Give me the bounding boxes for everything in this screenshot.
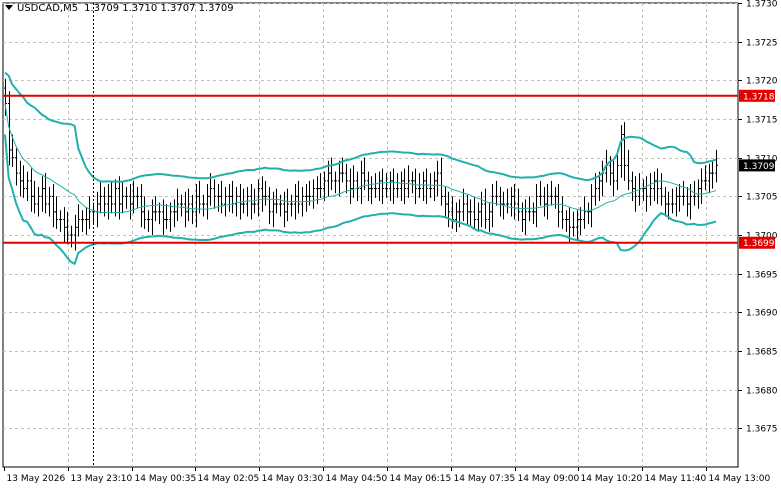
- price-level-label: 1.3718: [743, 92, 775, 102]
- time-axis-label: 14 May 13:00: [709, 474, 771, 484]
- price-axis-label: 1.3690: [746, 309, 778, 319]
- price-axis-label: 1.3725: [746, 39, 778, 49]
- time-axis-label: 14 May 00:35: [135, 474, 197, 484]
- price-axis-label: 1.3685: [746, 348, 778, 358]
- symbol-label: USDCAD,M5: [17, 3, 79, 14]
- price-axis-label: 1.3700: [746, 232, 778, 242]
- price-axis-label: 1.3715: [746, 116, 778, 126]
- time-axis-label: 14 May 02:05: [198, 474, 260, 484]
- time-axis-label: 13 May 23:10: [71, 474, 133, 484]
- time-axis-label: 14 May 03:30: [262, 474, 324, 484]
- ohlc-close: 1.3709: [198, 3, 234, 14]
- ohlc-high: 1.3710: [122, 3, 158, 14]
- price-level-label: 1.3699: [743, 239, 775, 249]
- time-axis-label: 14 May 06:15: [390, 474, 452, 484]
- ohlc-open: 1.3709: [84, 3, 120, 14]
- price-axis-label: 1.3680: [746, 387, 778, 397]
- time-axis-label: 13 May 2026: [7, 474, 66, 484]
- current-price-label: 1.3709: [743, 162, 775, 172]
- price-axis-label: 1.3675: [746, 425, 778, 435]
- price-axis-label: 1.3720: [746, 77, 778, 87]
- middle-band-line: [4, 103, 717, 214]
- time-axis-label: 14 May 10:20: [581, 474, 643, 484]
- time-axis-label: 14 May 11:40: [645, 474, 707, 484]
- price-axis-label: 1.3730: [746, 0, 778, 10]
- dropdown-triangle-icon[interactable]: [5, 5, 13, 10]
- current-price-tag: [739, 159, 775, 172]
- price-level-tag: [739, 89, 775, 102]
- symbol-header: USDCAD,M5 1.3709 1.3710 1.3707 1.3709: [5, 3, 234, 14]
- price-level-tag: [739, 236, 775, 249]
- upper-band-line: [4, 71, 717, 183]
- price-axis-label: 1.3705: [746, 193, 778, 203]
- price-axis-label: 1.3695: [746, 271, 778, 281]
- ohlc-low: 1.3707: [160, 3, 196, 14]
- time-axis-label: 14 May 07:35: [454, 474, 516, 484]
- time-axis-label: 14 May 09:00: [518, 474, 580, 484]
- time-axis-label: 14 May 04:50: [326, 474, 388, 484]
